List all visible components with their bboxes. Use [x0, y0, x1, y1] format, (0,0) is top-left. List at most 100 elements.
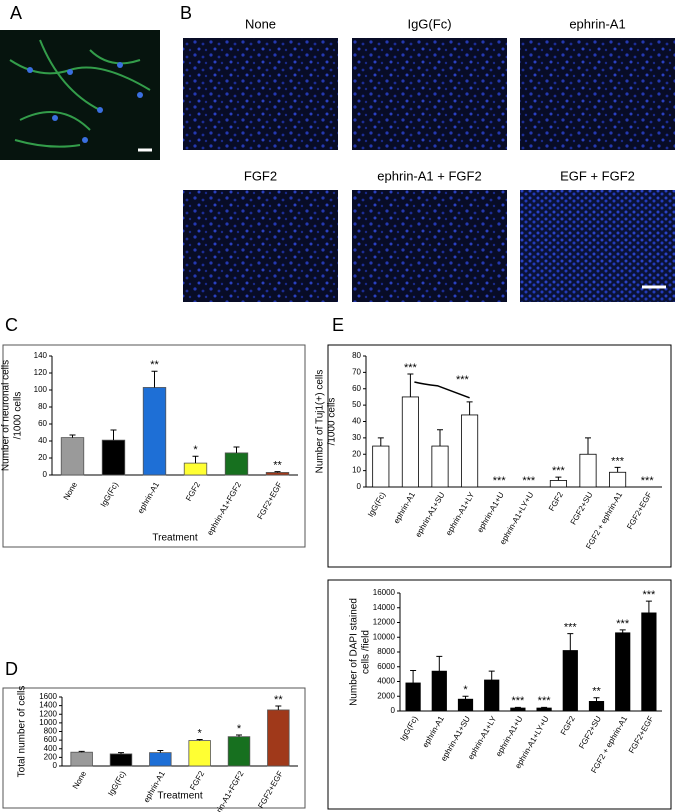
- x-axis-label: Treatment: [157, 791, 202, 802]
- bar: [142, 387, 167, 476]
- bar: [60, 437, 85, 476]
- significance-mark: *: [193, 444, 198, 456]
- bar: [188, 740, 211, 767]
- bar: [457, 698, 474, 712]
- bar: [149, 752, 172, 767]
- significance-mark: ***: [493, 475, 507, 487]
- x-tick-label: ephrin-A1+U: [475, 490, 505, 534]
- y-tick-label: 40: [38, 436, 47, 445]
- bracket-label: ***: [456, 374, 470, 386]
- y-tick-label: 6000: [377, 662, 395, 671]
- error-bar: [466, 401, 473, 415]
- y-tick-label: 800: [44, 727, 58, 736]
- panel-box: [327, 579, 672, 810]
- y-axis-label: /1000 cells: [13, 392, 24, 440]
- micrograph: [352, 38, 507, 150]
- micrograph-title: ephrin-A1: [569, 16, 625, 31]
- error-bar: [157, 749, 164, 753]
- bar: [588, 701, 605, 712]
- micrograph: [520, 190, 675, 302]
- y-tick-label: 140: [34, 351, 48, 360]
- y-axis-label: /1000 cells: [327, 398, 338, 446]
- y-tick-label: 20: [352, 449, 361, 458]
- panel-box: [2, 687, 306, 809]
- y-tick-label: 12000: [373, 618, 396, 627]
- x-tick-label: IgG(Fc): [99, 480, 121, 508]
- y-tick-label: 80: [352, 351, 361, 360]
- bar: [579, 453, 597, 488]
- error-bar: [514, 706, 521, 709]
- y-axis-label: Number of DAPI stained: [349, 598, 360, 706]
- error-bar: [645, 600, 652, 613]
- bar: [227, 736, 251, 767]
- significance-mark: ***: [522, 475, 536, 487]
- y-tick-label: 100: [34, 385, 48, 394]
- x-tick-label: FGF2+EGF: [256, 769, 285, 810]
- bar: [101, 439, 126, 476]
- y-tick-label: 10: [352, 466, 361, 475]
- bar: [431, 670, 447, 712]
- bar: [183, 462, 208, 476]
- error-bar: [614, 466, 621, 473]
- significance-mark: *: [198, 727, 203, 739]
- bar: [267, 709, 290, 767]
- error-bar: [110, 429, 117, 441]
- x-tick-label: ephrin-A1: [392, 490, 417, 525]
- bar: [70, 751, 93, 767]
- y-axis-label: Total number of cells: [17, 686, 28, 778]
- micrograph: [352, 190, 507, 302]
- y-tick-label: 60: [38, 419, 47, 428]
- error-bar: [567, 633, 574, 651]
- y-tick-label: 2000: [377, 691, 395, 700]
- bar: [265, 472, 290, 476]
- micrograph: [520, 38, 675, 150]
- x-tick-label: ephrin-A1: [421, 714, 446, 749]
- significance-mark: **: [274, 694, 283, 706]
- x-tick-label: FGF2: [184, 480, 202, 503]
- y-tick-label: 1400: [39, 701, 57, 710]
- y-tick-label: 4000: [377, 677, 395, 686]
- y-tick-label: 0: [53, 761, 58, 770]
- bar: [372, 445, 390, 488]
- error-bar: [555, 476, 562, 481]
- bar: [536, 707, 552, 712]
- x-tick-label: IgG(Fc): [366, 490, 388, 518]
- x-tick-label: ephrin-A1+FGF2: [205, 480, 243, 537]
- bar: [224, 452, 249, 476]
- y-axis-label: Number of neuronal cells: [1, 360, 12, 471]
- panel-label: B: [180, 3, 192, 23]
- significance-mark: ***: [564, 621, 578, 633]
- y-tick-label: 0: [391, 706, 396, 715]
- y-tick-label: 600: [44, 735, 58, 744]
- significance-mark: *: [237, 723, 242, 735]
- x-axis-label: Treatment: [152, 533, 197, 544]
- x-tick-label: ephrin-A1+SU: [414, 490, 447, 538]
- x-tick-label: FGF2: [188, 769, 206, 792]
- error-bar: [585, 437, 591, 455]
- bar: [401, 396, 419, 488]
- error-bar: [410, 669, 417, 683]
- panel-box: [2, 344, 306, 548]
- x-tick-label: ephrin-A1+FGF2: [208, 769, 246, 812]
- y-tick-label: 16000: [373, 588, 396, 597]
- significance-mark: *: [463, 684, 468, 696]
- bar: [510, 707, 526, 712]
- x-tick-label: FGF2+SU: [577, 714, 603, 750]
- error-bar: [407, 373, 414, 397]
- y-axis-label: cells /field: [361, 630, 372, 674]
- significance-mark: ***: [611, 455, 625, 467]
- panel-label: A: [10, 3, 22, 23]
- micrograph-title: ephrin-A1 + FGF2: [377, 168, 481, 183]
- y-tick-label: 0: [43, 470, 48, 479]
- bar: [109, 753, 133, 767]
- micrograph-a: [0, 30, 160, 160]
- x-tick-label: FGF2+EGF: [255, 480, 284, 521]
- y-tick-label: 80: [38, 402, 47, 411]
- error-bar: [69, 434, 76, 438]
- bar: [641, 612, 657, 712]
- error-bar: [118, 752, 124, 754]
- panel-label: D: [5, 659, 18, 679]
- x-tick-label: None: [71, 769, 89, 791]
- x-tick-label: ephrin-A1+U: [494, 714, 524, 758]
